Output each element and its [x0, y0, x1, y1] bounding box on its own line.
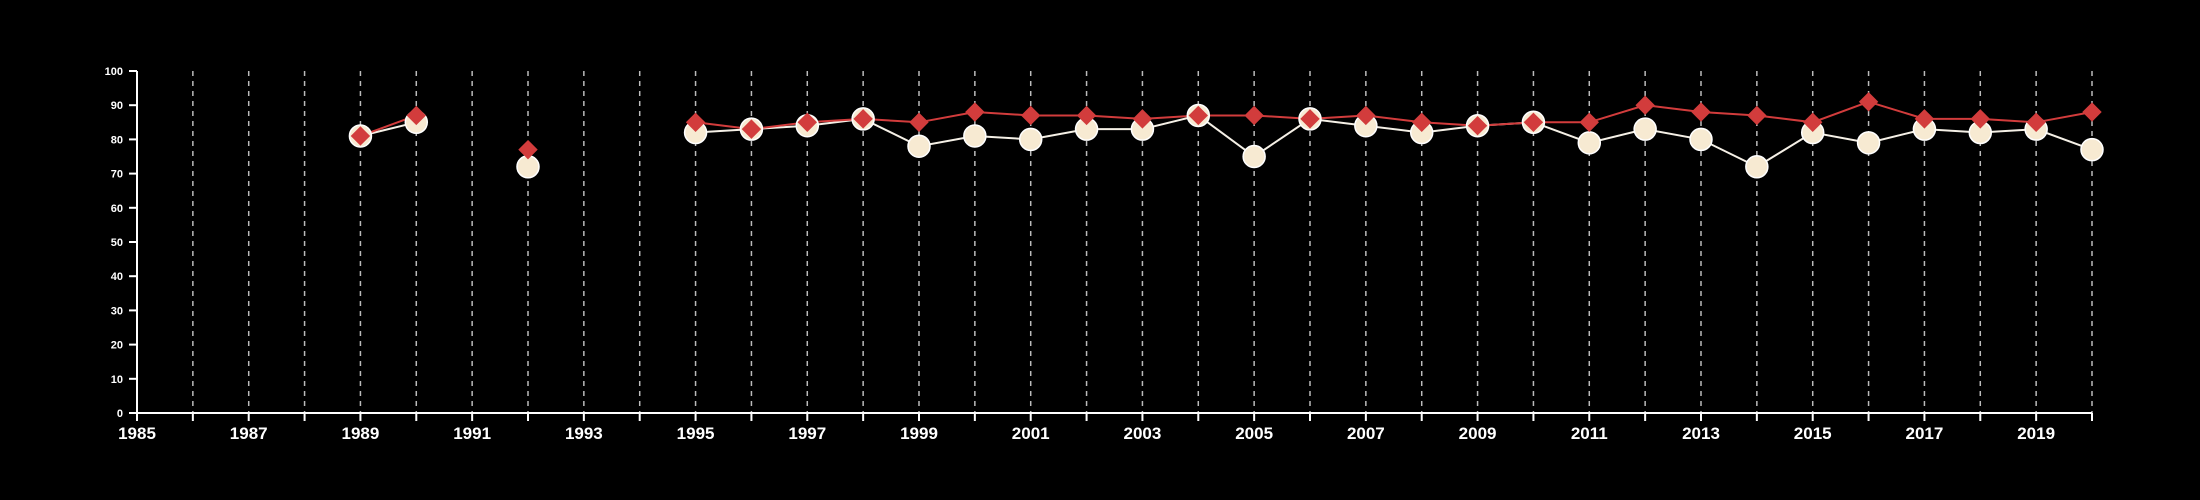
- data-point-diamond: [797, 112, 817, 133]
- axes: 0 10 20 30 40 50 60 70 80 90 100 1985 1987 1989 1991 19…: [105, 66, 2093, 443]
- data-point-diamond: [1970, 109, 1990, 129]
- data-point-circle: [1745, 155, 1769, 179]
- data-point-diamond: [518, 139, 538, 160]
- x-tick-label: 1995: [677, 424, 715, 443]
- data-point-diamond: [1412, 112, 1432, 133]
- data-point-diamond: [1914, 109, 1935, 129]
- x-tick-label: 1989: [342, 424, 380, 443]
- y-tick-label: 100: [105, 66, 123, 78]
- y-tick-label: 20: [111, 340, 123, 352]
- y-tick-label: 0: [117, 408, 123, 420]
- data-point-circle: [1689, 127, 1713, 152]
- y-tick-label: 90: [111, 100, 123, 112]
- x-tick-label: 1987: [230, 424, 268, 443]
- x-tick-label: 2017: [1906, 424, 1944, 443]
- data-point-circle: [1242, 144, 1266, 169]
- x-tick-label: 2011: [1571, 424, 1608, 443]
- y-tick-label: 10: [111, 374, 123, 386]
- data-point-diamond: [909, 112, 929, 133]
- data-point-circle: [1018, 127, 1043, 152]
- x-tick-label: 2005: [1235, 424, 1273, 443]
- data-point-circle: [963, 124, 987, 148]
- data-point-diamond: [2026, 112, 2046, 133]
- data-point-diamond: [1244, 105, 1264, 126]
- data-point-diamond: [350, 126, 371, 146]
- data-point-diamond: [1132, 109, 1153, 129]
- data-point-circle: [2080, 137, 2104, 162]
- x-tick-label: 2003: [1124, 424, 1162, 443]
- data-point-diamond: [741, 119, 762, 139]
- data-point-diamond: [1356, 105, 1376, 126]
- data-point-circle: [1633, 117, 1657, 141]
- x-tick-label: 2013: [1682, 424, 1720, 443]
- x-tick-label: 2007: [1347, 424, 1385, 443]
- y-tick-label: 70: [111, 169, 123, 181]
- series-markers: [348, 92, 2104, 179]
- data-point-diamond: [2082, 102, 2102, 122]
- data-point-diamond: [1858, 92, 1879, 112]
- y-tick-label: 60: [111, 203, 123, 215]
- data-point-circle: [1577, 131, 1602, 155]
- data-point-diamond: [1523, 112, 1544, 133]
- x-tick-label: 1991: [453, 424, 491, 443]
- data-point-diamond: [1300, 109, 1320, 129]
- x-tick-label: 2001: [1012, 424, 1050, 443]
- x-tick-label: 1997: [788, 424, 826, 443]
- y-tick-label: 40: [111, 271, 123, 283]
- data-point-diamond: [685, 112, 706, 133]
- data-point-diamond: [1635, 95, 1655, 115]
- series-line: [695, 100, 2093, 131]
- data-point-diamond: [1076, 105, 1097, 126]
- data-point-diamond: [853, 109, 873, 129]
- x-tick-label: 1985: [118, 424, 156, 443]
- x-tick-label: 1999: [900, 424, 938, 443]
- data-point-diamond: [1021, 105, 1041, 126]
- data-point-circle: [907, 134, 931, 158]
- data-point-diamond: [1747, 105, 1767, 126]
- x-tick-label: 2009: [1459, 424, 1497, 443]
- y-tick-label: 30: [111, 305, 123, 317]
- data-point-circle: [1856, 131, 1881, 155]
- grid-lines: [192, 71, 2093, 413]
- x-tick-label: 1993: [565, 424, 603, 443]
- x-tick-label: 2019: [2017, 424, 2055, 443]
- y-tick-label: 50: [111, 237, 123, 249]
- data-point-diamond: [1691, 102, 1711, 122]
- data-point-diamond: [406, 105, 426, 126]
- data-point-diamond: [1467, 116, 1488, 136]
- data-point-diamond: [1579, 112, 1599, 133]
- data-point-diamond: [1803, 112, 1823, 133]
- data-point-diamond: [965, 102, 985, 122]
- y-tick-label: 80: [111, 134, 123, 146]
- data-point-diamond: [1188, 105, 1208, 126]
- x-tick-label: 2015: [1794, 424, 1832, 443]
